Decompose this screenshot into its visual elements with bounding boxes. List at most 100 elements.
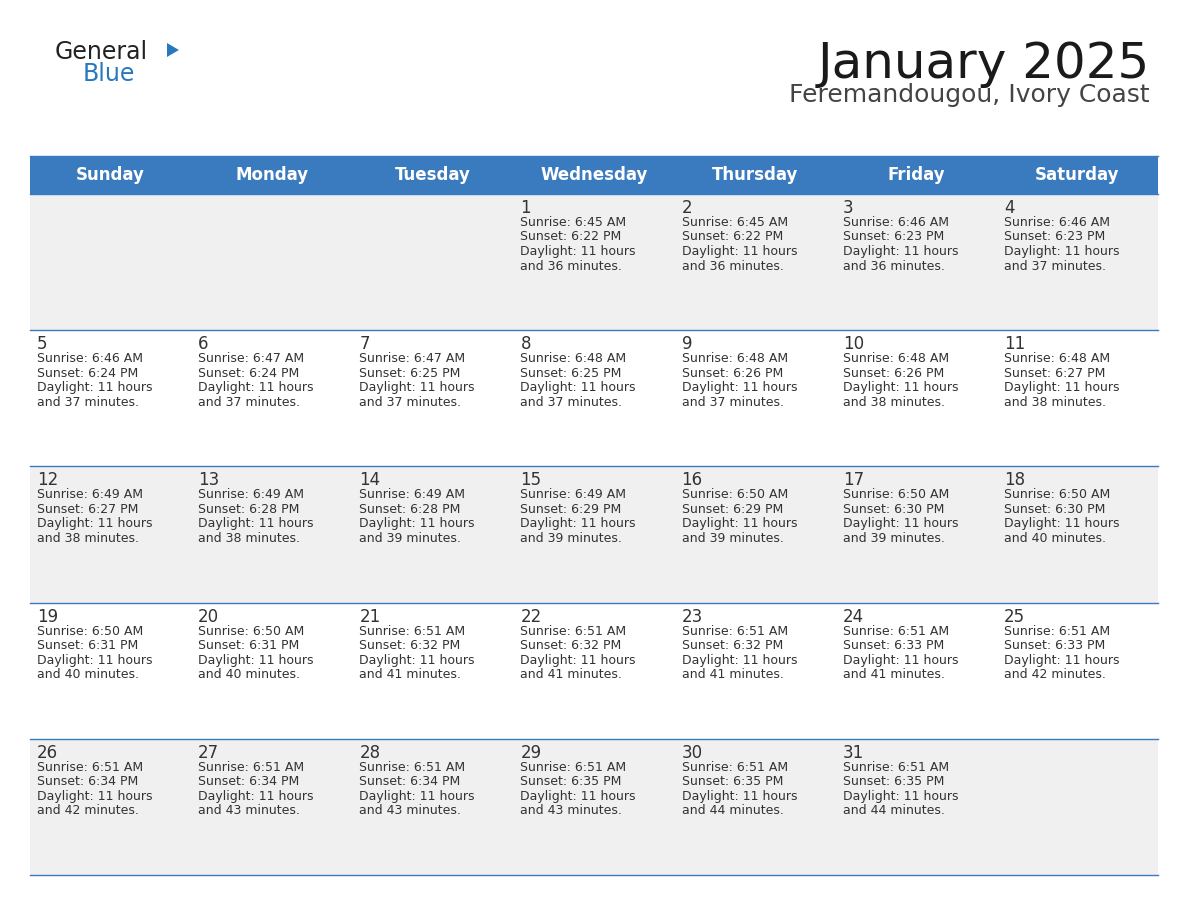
Text: Feremandougou, Ivory Coast: Feremandougou, Ivory Coast <box>789 83 1150 107</box>
Text: Sunrise: 6:49 AM: Sunrise: 6:49 AM <box>198 488 304 501</box>
Text: and 43 minutes.: and 43 minutes. <box>359 804 461 817</box>
Text: Sunset: 6:30 PM: Sunset: 6:30 PM <box>1004 503 1105 516</box>
Text: Sunrise: 6:47 AM: Sunrise: 6:47 AM <box>198 353 304 365</box>
Text: and 40 minutes.: and 40 minutes. <box>198 668 301 681</box>
Text: Sunset: 6:25 PM: Sunset: 6:25 PM <box>359 366 461 380</box>
Text: 16: 16 <box>682 472 702 489</box>
Text: 5: 5 <box>37 335 48 353</box>
Text: Daylight: 11 hours: Daylight: 11 hours <box>359 654 475 666</box>
Text: Daylight: 11 hours: Daylight: 11 hours <box>198 789 314 803</box>
Text: Sunrise: 6:50 AM: Sunrise: 6:50 AM <box>1004 488 1110 501</box>
Text: Daylight: 11 hours: Daylight: 11 hours <box>359 789 475 803</box>
Text: 30: 30 <box>682 744 702 762</box>
Text: 17: 17 <box>842 472 864 489</box>
Text: and 42 minutes.: and 42 minutes. <box>1004 668 1106 681</box>
Text: 21: 21 <box>359 608 380 625</box>
Bar <box>30 156 1158 194</box>
Text: Sunset: 6:27 PM: Sunset: 6:27 PM <box>37 503 138 516</box>
Text: Sunset: 6:32 PM: Sunset: 6:32 PM <box>682 639 783 652</box>
Text: 23: 23 <box>682 608 703 625</box>
Text: and 38 minutes.: and 38 minutes. <box>842 396 944 409</box>
Text: 24: 24 <box>842 608 864 625</box>
Text: 2: 2 <box>682 199 693 217</box>
Text: January 2025: January 2025 <box>817 40 1150 88</box>
Text: 7: 7 <box>359 335 369 353</box>
Text: Daylight: 11 hours: Daylight: 11 hours <box>1004 245 1119 258</box>
Text: and 36 minutes.: and 36 minutes. <box>520 260 623 273</box>
Text: Daylight: 11 hours: Daylight: 11 hours <box>520 789 636 803</box>
Text: and 39 minutes.: and 39 minutes. <box>520 532 623 545</box>
Text: Sunset: 6:25 PM: Sunset: 6:25 PM <box>520 366 621 380</box>
Text: Sunrise: 6:49 AM: Sunrise: 6:49 AM <box>520 488 626 501</box>
Text: Sunrise: 6:51 AM: Sunrise: 6:51 AM <box>37 761 143 774</box>
Text: Sunrise: 6:51 AM: Sunrise: 6:51 AM <box>682 761 788 774</box>
Text: and 43 minutes.: and 43 minutes. <box>198 804 301 817</box>
Text: Sunrise: 6:46 AM: Sunrise: 6:46 AM <box>1004 216 1110 229</box>
Text: Daylight: 11 hours: Daylight: 11 hours <box>359 518 475 531</box>
Text: 28: 28 <box>359 744 380 762</box>
Text: Sunrise: 6:51 AM: Sunrise: 6:51 AM <box>520 624 626 638</box>
Text: Sunrise: 6:49 AM: Sunrise: 6:49 AM <box>37 488 143 501</box>
Text: Daylight: 11 hours: Daylight: 11 hours <box>198 381 314 394</box>
Text: Sunrise: 6:50 AM: Sunrise: 6:50 AM <box>682 488 788 501</box>
Text: Daylight: 11 hours: Daylight: 11 hours <box>37 518 152 531</box>
Text: Daylight: 11 hours: Daylight: 11 hours <box>359 381 475 394</box>
Text: Sunset: 6:26 PM: Sunset: 6:26 PM <box>682 366 783 380</box>
Text: 12: 12 <box>37 472 58 489</box>
Bar <box>30 466 1158 602</box>
Text: Daylight: 11 hours: Daylight: 11 hours <box>520 654 636 666</box>
Text: 6: 6 <box>198 335 209 353</box>
Text: 18: 18 <box>1004 472 1025 489</box>
Text: Sunrise: 6:50 AM: Sunrise: 6:50 AM <box>37 624 144 638</box>
Text: Sunset: 6:33 PM: Sunset: 6:33 PM <box>842 639 944 652</box>
Text: 29: 29 <box>520 744 542 762</box>
Text: and 38 minutes.: and 38 minutes. <box>1004 396 1106 409</box>
Text: 15: 15 <box>520 472 542 489</box>
Text: Daylight: 11 hours: Daylight: 11 hours <box>842 381 959 394</box>
Text: and 37 minutes.: and 37 minutes. <box>520 396 623 409</box>
Text: Sunset: 6:28 PM: Sunset: 6:28 PM <box>198 503 299 516</box>
Text: Sunset: 6:34 PM: Sunset: 6:34 PM <box>37 776 138 789</box>
Text: 11: 11 <box>1004 335 1025 353</box>
Text: Sunrise: 6:50 AM: Sunrise: 6:50 AM <box>198 624 304 638</box>
Text: and 41 minutes.: and 41 minutes. <box>520 668 623 681</box>
Text: General: General <box>55 40 148 64</box>
Text: 1: 1 <box>520 199 531 217</box>
Text: Sunrise: 6:50 AM: Sunrise: 6:50 AM <box>842 488 949 501</box>
Text: 13: 13 <box>198 472 220 489</box>
Text: Sunday: Sunday <box>76 166 145 184</box>
Text: Sunset: 6:29 PM: Sunset: 6:29 PM <box>520 503 621 516</box>
Text: and 37 minutes.: and 37 minutes. <box>359 396 461 409</box>
Text: and 40 minutes.: and 40 minutes. <box>37 668 139 681</box>
Text: and 37 minutes.: and 37 minutes. <box>37 396 139 409</box>
Text: and 40 minutes.: and 40 minutes. <box>1004 532 1106 545</box>
Text: Sunset: 6:31 PM: Sunset: 6:31 PM <box>198 639 299 652</box>
Text: Sunset: 6:34 PM: Sunset: 6:34 PM <box>198 776 299 789</box>
Text: Daylight: 11 hours: Daylight: 11 hours <box>1004 381 1119 394</box>
Text: Daylight: 11 hours: Daylight: 11 hours <box>842 518 959 531</box>
Text: Daylight: 11 hours: Daylight: 11 hours <box>37 789 152 803</box>
Text: Sunrise: 6:49 AM: Sunrise: 6:49 AM <box>359 488 466 501</box>
Text: and 43 minutes.: and 43 minutes. <box>520 804 623 817</box>
Text: and 38 minutes.: and 38 minutes. <box>37 532 139 545</box>
Text: Daylight: 11 hours: Daylight: 11 hours <box>1004 654 1119 666</box>
Text: Sunset: 6:30 PM: Sunset: 6:30 PM <box>842 503 944 516</box>
Text: Sunrise: 6:51 AM: Sunrise: 6:51 AM <box>842 761 949 774</box>
Text: 31: 31 <box>842 744 864 762</box>
Text: Wednesday: Wednesday <box>541 166 647 184</box>
Text: Sunrise: 6:48 AM: Sunrise: 6:48 AM <box>842 353 949 365</box>
Text: and 41 minutes.: and 41 minutes. <box>359 668 461 681</box>
Text: Sunrise: 6:51 AM: Sunrise: 6:51 AM <box>359 624 466 638</box>
Text: 14: 14 <box>359 472 380 489</box>
Text: Daylight: 11 hours: Daylight: 11 hours <box>37 381 152 394</box>
Bar <box>30 330 1158 466</box>
Text: 26: 26 <box>37 744 58 762</box>
Text: Sunrise: 6:51 AM: Sunrise: 6:51 AM <box>682 624 788 638</box>
Text: Sunset: 6:35 PM: Sunset: 6:35 PM <box>842 776 944 789</box>
Text: Daylight: 11 hours: Daylight: 11 hours <box>682 789 797 803</box>
Text: Daylight: 11 hours: Daylight: 11 hours <box>682 245 797 258</box>
Text: Sunset: 6:23 PM: Sunset: 6:23 PM <box>1004 230 1105 243</box>
Text: Sunset: 6:34 PM: Sunset: 6:34 PM <box>359 776 461 789</box>
Text: Blue: Blue <box>83 62 135 86</box>
Text: Daylight: 11 hours: Daylight: 11 hours <box>520 245 636 258</box>
